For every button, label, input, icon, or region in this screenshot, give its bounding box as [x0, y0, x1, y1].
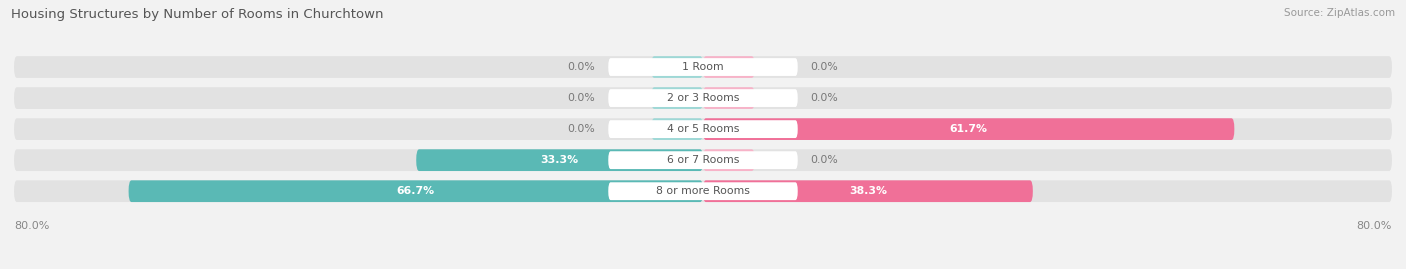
Text: 6 or 7 Rooms: 6 or 7 Rooms — [666, 155, 740, 165]
FancyBboxPatch shape — [609, 151, 797, 169]
Text: 0.0%: 0.0% — [811, 62, 838, 72]
FancyBboxPatch shape — [14, 180, 1392, 202]
FancyBboxPatch shape — [703, 56, 755, 78]
Text: 0.0%: 0.0% — [811, 155, 838, 165]
FancyBboxPatch shape — [703, 180, 1033, 202]
FancyBboxPatch shape — [651, 87, 703, 109]
FancyBboxPatch shape — [14, 87, 1392, 109]
FancyBboxPatch shape — [14, 118, 1392, 140]
Text: 0.0%: 0.0% — [568, 93, 595, 103]
Text: Source: ZipAtlas.com: Source: ZipAtlas.com — [1284, 8, 1395, 18]
FancyBboxPatch shape — [703, 118, 1234, 140]
FancyBboxPatch shape — [609, 58, 797, 76]
Text: 80.0%: 80.0% — [1357, 221, 1392, 231]
Text: 8 or more Rooms: 8 or more Rooms — [657, 186, 749, 196]
Text: 33.3%: 33.3% — [540, 155, 579, 165]
Text: 0.0%: 0.0% — [568, 124, 595, 134]
Text: 80.0%: 80.0% — [14, 221, 49, 231]
FancyBboxPatch shape — [14, 56, 1392, 78]
FancyBboxPatch shape — [609, 182, 797, 200]
FancyBboxPatch shape — [703, 149, 755, 171]
FancyBboxPatch shape — [128, 180, 703, 202]
FancyBboxPatch shape — [651, 118, 703, 140]
Text: 61.7%: 61.7% — [949, 124, 987, 134]
FancyBboxPatch shape — [703, 87, 755, 109]
Text: 1 Room: 1 Room — [682, 62, 724, 72]
Text: 0.0%: 0.0% — [811, 93, 838, 103]
FancyBboxPatch shape — [416, 149, 703, 171]
Text: 4 or 5 Rooms: 4 or 5 Rooms — [666, 124, 740, 134]
Text: 0.0%: 0.0% — [568, 62, 595, 72]
Text: 66.7%: 66.7% — [396, 186, 434, 196]
Text: 2 or 3 Rooms: 2 or 3 Rooms — [666, 93, 740, 103]
FancyBboxPatch shape — [609, 89, 797, 107]
Text: 38.3%: 38.3% — [849, 186, 887, 196]
FancyBboxPatch shape — [651, 56, 703, 78]
FancyBboxPatch shape — [14, 149, 1392, 171]
Text: Housing Structures by Number of Rooms in Churchtown: Housing Structures by Number of Rooms in… — [11, 8, 384, 21]
FancyBboxPatch shape — [609, 120, 797, 138]
